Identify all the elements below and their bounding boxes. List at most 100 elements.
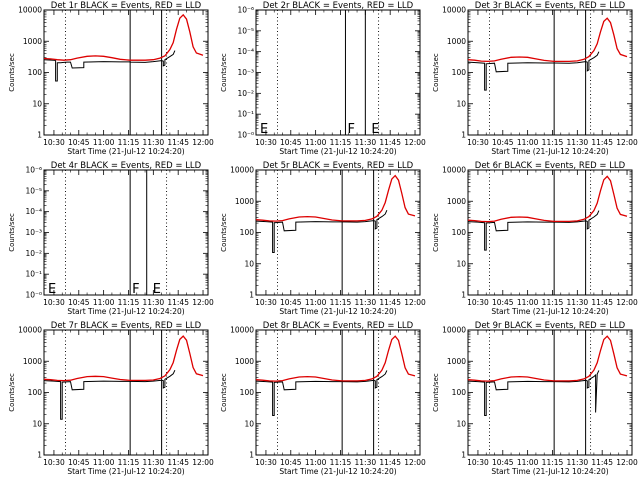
y-axis-label: Counts/sec <box>220 213 228 252</box>
segment-letter-label: E <box>371 122 379 137</box>
plot-frame <box>43 329 209 456</box>
x-tick-label: 11:45 <box>591 458 613 467</box>
y-tick-label: 10000 <box>442 166 466 175</box>
panel-det-5: Det 5r BLACK = Events, RED = LLD 1 10 100 10… <box>220 161 426 316</box>
x-tick-label: 11:30 <box>143 138 165 147</box>
y-axis-label: Counts/sec <box>8 373 16 412</box>
y-tick-label: 10⁻¹ <box>237 110 254 119</box>
y-tick-label: 100 <box>240 388 255 397</box>
lld-series-line <box>44 13 204 61</box>
x-tick-label: 10:30 <box>467 298 489 307</box>
y-tick-label: 10⁻⁴ <box>237 47 254 56</box>
x-tick-label: 10:45 <box>280 458 302 467</box>
panel-det-9: Det 9r BLACK = Events, RED = LLD 1 10 100 10… <box>432 321 638 476</box>
x-tick-label: 12:00 <box>616 138 638 147</box>
y-axis-label: Counts/sec <box>432 53 440 92</box>
x-tick-label: 11:15 <box>330 298 352 307</box>
x-tick-label: 11:15 <box>118 458 140 467</box>
y-tick-label: 10⁻⁶ <box>25 166 42 175</box>
x-tick-label: 12:00 <box>192 458 214 467</box>
panel-title: Det 1r BLACK = Events, RED = LLD <box>51 1 202 11</box>
plot-frame <box>467 329 633 456</box>
lld-series-line <box>44 335 204 382</box>
x-axis-label: Start Time (21-Jul-12 10:24:20) <box>279 147 396 156</box>
plot-frame <box>255 169 421 296</box>
y-tick-label: 1 <box>461 291 466 300</box>
x-tick-label: 11:00 <box>305 138 327 147</box>
events-series-line <box>256 210 388 253</box>
y-tick-label: 10 <box>32 99 42 108</box>
y-tick-label: 1000 <box>235 357 254 366</box>
x-tick-label: 11:15 <box>330 138 352 147</box>
x-tick-label: 12:00 <box>404 458 426 467</box>
x-tick-label: 12:00 <box>404 298 426 307</box>
x-axis-label: Start Time (21-Jul-12 10:24:20) <box>491 147 608 156</box>
panel-det-4: Det 4r BLACK = Events, RED = LLD 10⁻⁰ 10⁻¹… <box>8 161 214 316</box>
y-tick-label: 10⁻⁵ <box>237 26 254 35</box>
y-tick-label: 1000 <box>23 37 42 46</box>
plot-frame <box>467 169 633 296</box>
y-tick-label: 10000 <box>18 6 42 15</box>
x-tick-label: 12:00 <box>192 298 214 307</box>
x-tick-label: 11:30 <box>567 138 589 147</box>
y-tick-label: 10⁻² <box>25 249 42 258</box>
panel-det-7: Det 7r BLACK = Events, RED = LLD 1 10 100 10… <box>8 321 214 476</box>
events-series-line <box>468 51 600 91</box>
x-axis-label: Start Time (21-Jul-12 10:24:20) <box>491 467 608 476</box>
y-tick-label: 10⁻³ <box>237 68 254 77</box>
events-series-line <box>468 370 600 416</box>
x-tick-label: 11:45 <box>167 458 189 467</box>
x-tick-label: 10:45 <box>492 458 514 467</box>
events-series-line <box>256 370 388 416</box>
lld-series-line <box>468 17 628 63</box>
x-axis-label: Start Time (21-Jul-12 10:24:20) <box>279 307 396 316</box>
y-tick-label: 100 <box>452 68 467 77</box>
y-axis-label: Counts/sec <box>8 53 16 92</box>
plot-frame <box>255 329 421 456</box>
x-tick-label: 11:00 <box>305 458 327 467</box>
x-tick-label: 10:45 <box>68 458 90 467</box>
x-tick-label: 11:45 <box>379 458 401 467</box>
y-tick-label: 10⁻⁶ <box>237 6 254 15</box>
y-tick-label: 1000 <box>23 357 42 366</box>
x-tick-label: 11:30 <box>567 458 589 467</box>
x-tick-label: 10:30 <box>255 458 277 467</box>
x-tick-label: 10:30 <box>467 458 489 467</box>
x-tick-label: 11:15 <box>542 298 564 307</box>
x-tick-label: 10:45 <box>68 138 90 147</box>
y-tick-label: 10000 <box>230 326 254 335</box>
panel-det-6: Det 6r BLACK = Events, RED = LLD 1 10 100 10… <box>432 161 638 316</box>
panel-det-2: Det 2r BLACK = Events, RED = LLD 10⁻⁰ 10⁻¹… <box>220 1 426 156</box>
panel-title: Det 5r BLACK = Events, RED = LLD <box>263 161 414 171</box>
x-axis-label: Start Time (21-Jul-12 10:24:20) <box>491 307 608 316</box>
y-tick-label: 1 <box>461 131 466 140</box>
panel-title: Det 2r BLACK = Events, RED = LLD <box>263 1 414 11</box>
lld-series-line <box>468 335 628 382</box>
x-tick-label: 11:45 <box>379 138 401 147</box>
x-tick-label: 11:45 <box>591 298 613 307</box>
x-tick-label: 12:00 <box>192 138 214 147</box>
y-tick-label: 10⁻⁰ <box>25 291 42 300</box>
segment-letter-label: E <box>153 282 161 297</box>
x-tick-label: 10:45 <box>280 138 302 147</box>
segment-letter-label: E <box>48 282 56 297</box>
x-tick-label: 11:30 <box>355 298 377 307</box>
plot-frame <box>467 9 633 136</box>
x-tick-label: 12:00 <box>616 458 638 467</box>
y-tick-label: 100 <box>452 388 467 397</box>
y-tick-label: 1 <box>249 291 254 300</box>
y-tick-label: 10⁻⁰ <box>237 131 254 140</box>
x-tick-label: 11:00 <box>93 298 115 307</box>
x-tick-label: 11:00 <box>517 138 539 147</box>
lld-series-line <box>468 175 628 223</box>
panel-title: Det 9r BLACK = Events, RED = LLD <box>475 321 626 331</box>
y-tick-label: 1 <box>249 451 254 460</box>
lld-series-line <box>256 174 416 222</box>
panel-title: Det 3r BLACK = Events, RED = LLD <box>475 1 626 11</box>
panel-det-3: Det 3r BLACK = Events, RED = LLD 1 10 100 10… <box>432 1 638 156</box>
x-tick-label: 11:15 <box>118 298 140 307</box>
x-tick-label: 10:30 <box>467 138 489 147</box>
y-tick-label: 1000 <box>235 197 254 206</box>
x-tick-label: 12:00 <box>404 138 426 147</box>
x-tick-label: 11:30 <box>355 138 377 147</box>
